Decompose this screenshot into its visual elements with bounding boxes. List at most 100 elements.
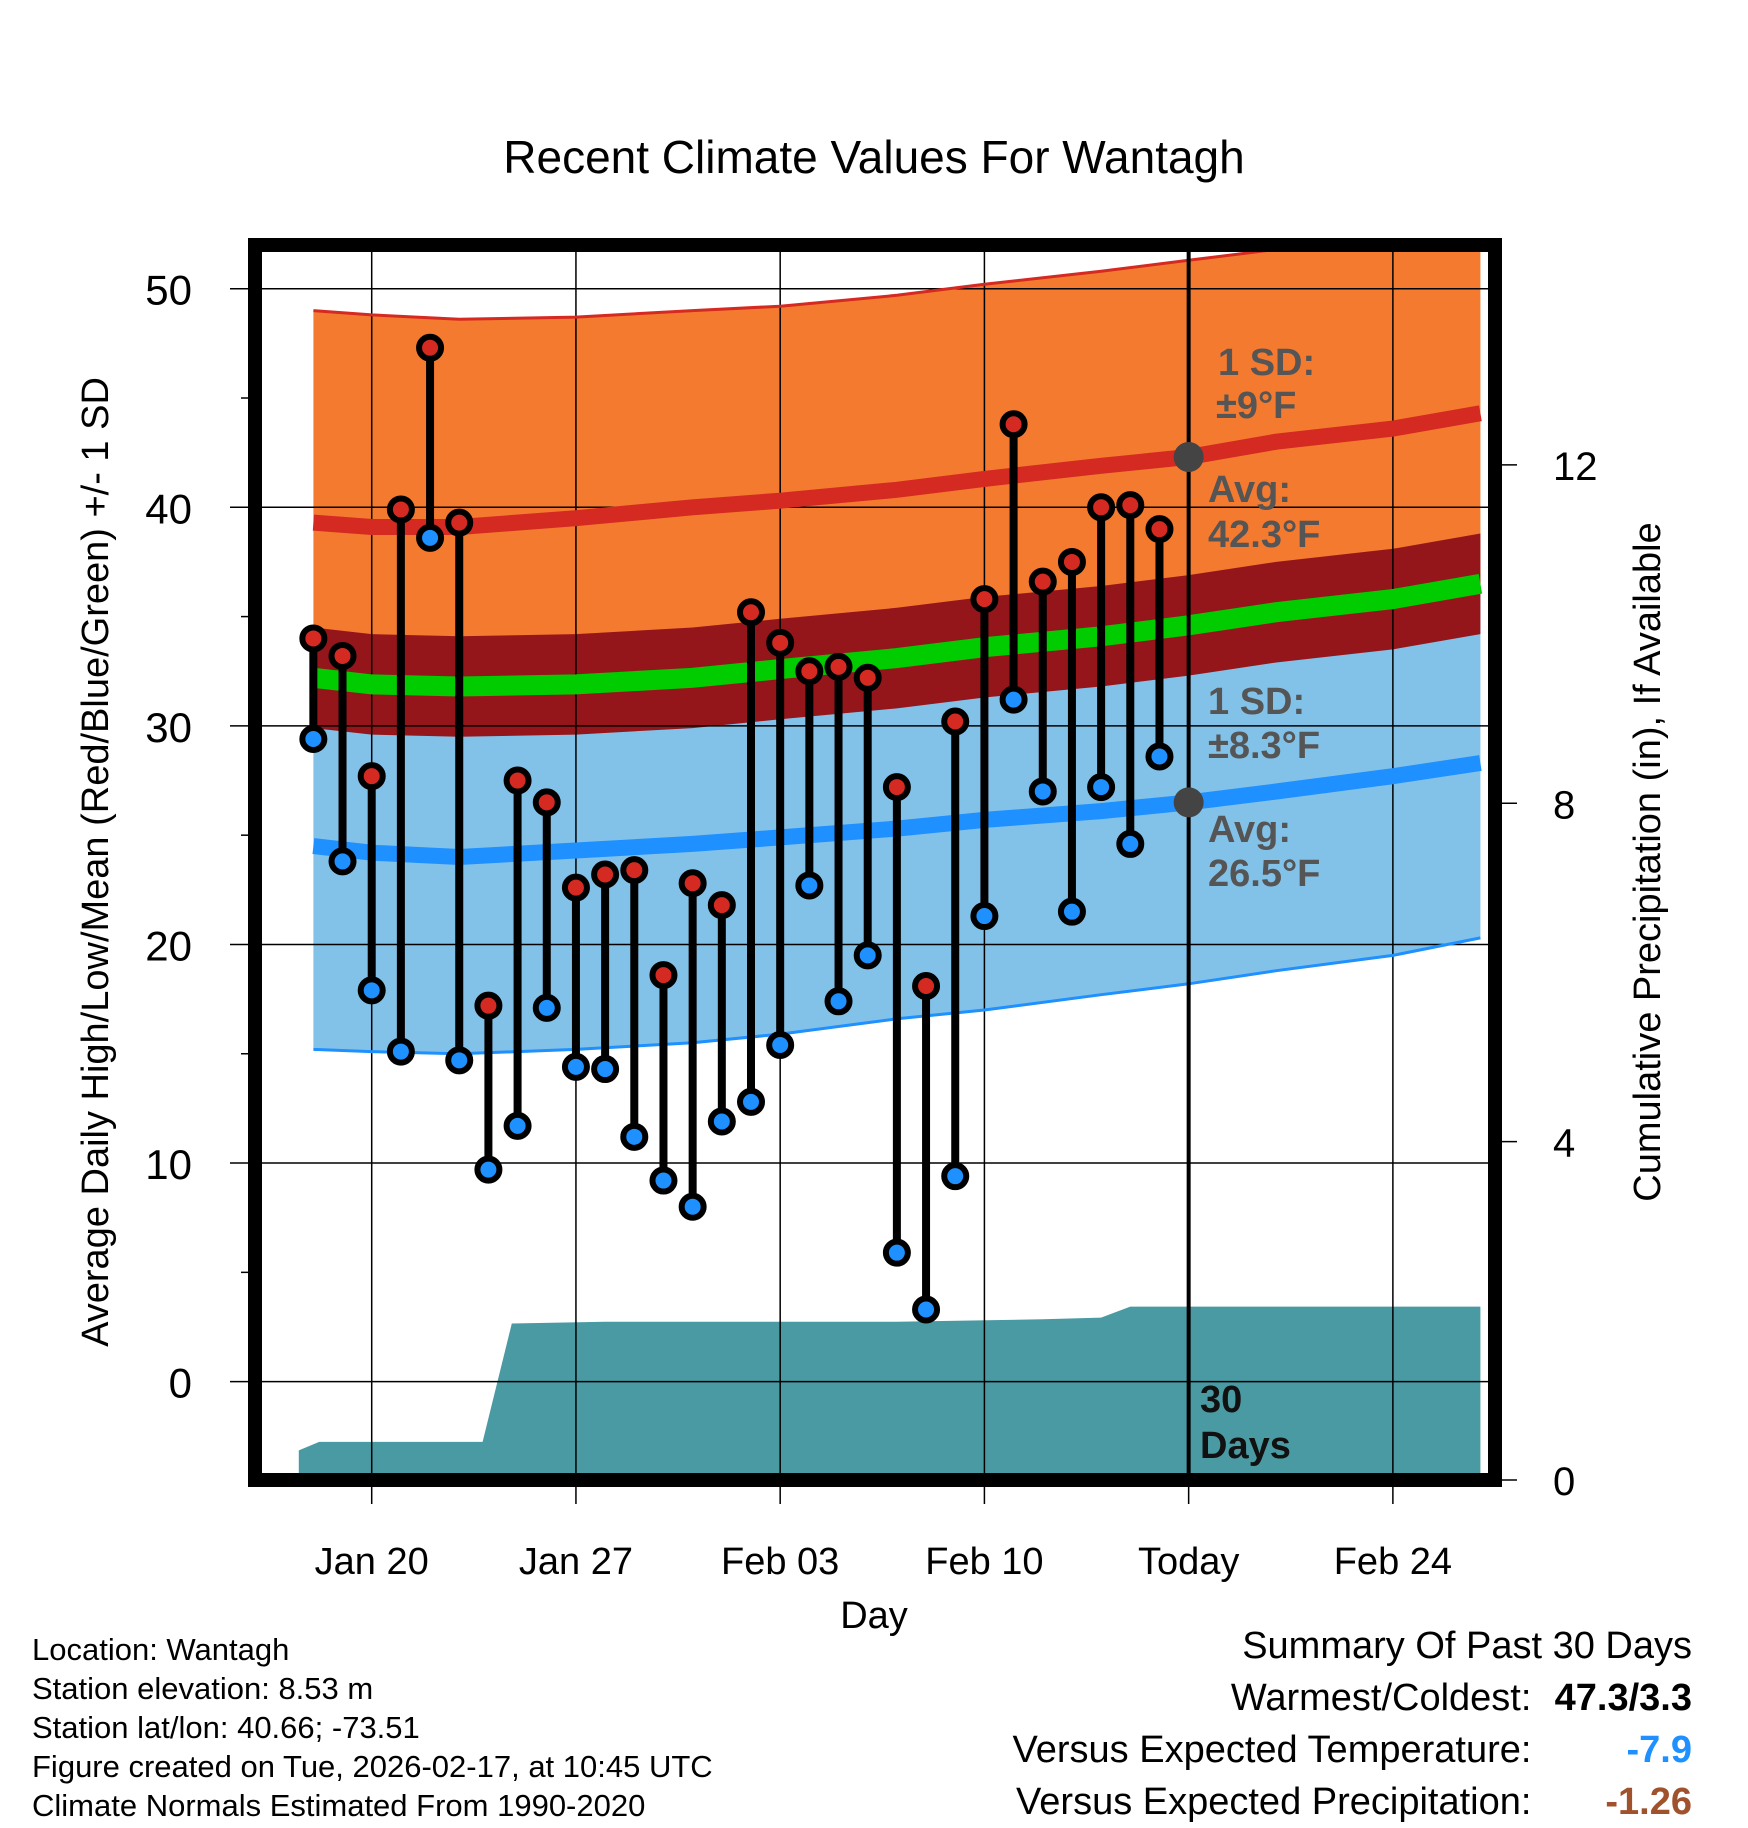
daily-high-point [1087,493,1116,522]
daily-low-point [1145,742,1174,771]
precipitation-fill [298,1306,1481,1480]
station-info: Location: Wantagh Station elevation: 8.5… [32,1630,713,1825]
daily-low-point [445,1046,474,1075]
daily-bars [299,333,1174,1324]
average-markers [1173,442,1204,818]
daily-high-point [912,972,941,1000]
daily-low-point [620,1122,649,1151]
summary-panel: Summary Of Past 30 Days Warmest/Coldest:… [1013,1620,1692,1828]
low-sd-value: ±8.3°F [1208,725,1320,767]
temperature-value: -7.9 [1626,1729,1692,1771]
right-tick-label: 8 [1553,783,1575,827]
precipitation-area [298,1306,1481,1480]
station-elevation: Station elevation: 8.53 m [32,1671,374,1706]
daily-low-point [1116,829,1145,858]
x-tick-label: Feb 03 [721,1541,839,1583]
daily-high-point [737,598,765,627]
warmest-coldest-label: Warmest/Coldest: [1230,1677,1532,1719]
daily-high-point [649,961,678,990]
daily-high-point [474,991,503,1020]
daily-low-point [386,1037,415,1066]
daily-high-point [1145,515,1174,544]
daily-high-point [1116,491,1145,520]
daily-low-point [591,1055,620,1084]
x-tick-label: Feb 24 [1334,1541,1452,1583]
daily-high-point [416,333,445,362]
daily-low-point [503,1111,532,1140]
daily-low-point [649,1166,678,1195]
y-axis-right: 0 4 8 12 [1495,445,1598,1504]
daily-low-point [912,1295,941,1324]
y-axis-label-right: Cumulative Precipitation (in), If Availa… [1627,522,1669,1201]
y-tick-label: 20 [145,922,192,969]
daily-high-point [678,869,707,898]
x-axis: Jan 20 Jan 27 Feb 03 Feb 10 Today Feb 24 [315,1480,1452,1583]
daily-high-point [999,410,1028,439]
daily-low-point [882,1238,911,1267]
daily-high-point [503,766,532,795]
warmest-coldest-value: 47.3/3.3 [1554,1677,1692,1719]
right-tick-label: 12 [1553,445,1598,489]
y-tick-label: 50 [145,267,192,314]
x-tick-label: Feb 10 [925,1541,1043,1583]
daily-high-point [357,762,386,791]
daily-low-point [1028,777,1057,806]
temperature-label: Versus Expected Temperature: [1012,1729,1532,1771]
station-latlon: Station lat/lon: 40.66; -73.51 [32,1710,420,1745]
low-avg-value: 26.5°F [1208,853,1320,895]
high-sd-label: 1 SD: [1218,342,1315,384]
summary-title: Summary Of Past 30 Days [1242,1625,1692,1667]
daily-low-point [824,987,853,1016]
daily-high-point [591,860,620,889]
summary-temperature: Versus Expected Temperature: -7.9 [1013,1724,1692,1776]
daily-high-point [299,624,328,653]
right-tick-label: 0 [1553,1460,1575,1504]
y-tick-label: 0 [169,1360,192,1407]
y-tick-label: 10 [145,1141,192,1188]
daily-high-point [445,508,474,537]
low-avg-label: Avg: [1208,809,1291,851]
daily-low-point [474,1155,503,1184]
summary-warmest-coldest: Warmest/Coldest: 47.3/3.3 [1013,1672,1692,1724]
x-axis-label: Day [840,1595,908,1637]
chart-title: Recent Climate Values For Wantagh [503,131,1244,183]
daily-low-point [1087,773,1116,802]
y-tick-label: 40 [145,485,192,532]
daily-low-point [357,976,386,1005]
daily-low-point [707,1107,736,1136]
precipitation-label: Versus Expected Precipitation: [1016,1781,1532,1823]
climate-normals: Climate Normals Estimated From 1990-2020 [32,1788,646,1823]
x-tick-label: Today [1138,1541,1239,1583]
high-avg-value: 42.3°F [1208,514,1320,556]
daily-high-point [328,641,357,670]
daily-high-point [882,773,911,802]
y-axis-label-left: Average Daily High/Low/Mean (Red/Blue/Gr… [75,377,117,1347]
daily-low-point [737,1087,765,1116]
daily-low-point [532,993,561,1022]
station-location: Location: Wantagh [32,1632,290,1667]
daily-low-point [678,1192,707,1221]
daily-high-point [941,707,970,736]
daily-low-point [561,1052,590,1081]
daily-low-point [795,871,824,900]
daily-low-point [941,1162,970,1191]
plot-frame [248,238,1502,1487]
daily-low-point [328,847,357,876]
precipitation-value: -1.26 [1605,1781,1692,1823]
high-avg-label: Avg: [1208,469,1291,511]
daily-high-point [386,495,415,524]
daily-high-point [795,657,824,686]
daily-low-point [970,902,999,931]
today-low-average-dot [1173,787,1204,818]
daily-high-point [970,585,999,614]
y-axis-left: 0 10 20 30 40 50 [145,267,255,1407]
today-high-average-dot [1173,442,1204,473]
daily-low-point [416,523,445,552]
daily-high-point [824,652,853,681]
y-tick-label: 30 [145,704,192,751]
daily-high-point [707,891,736,920]
period-label: 30 Days [1200,1379,1291,1467]
x-tick-label: Jan 27 [519,1541,633,1583]
high-sd-value: ±9°F [1216,385,1296,427]
